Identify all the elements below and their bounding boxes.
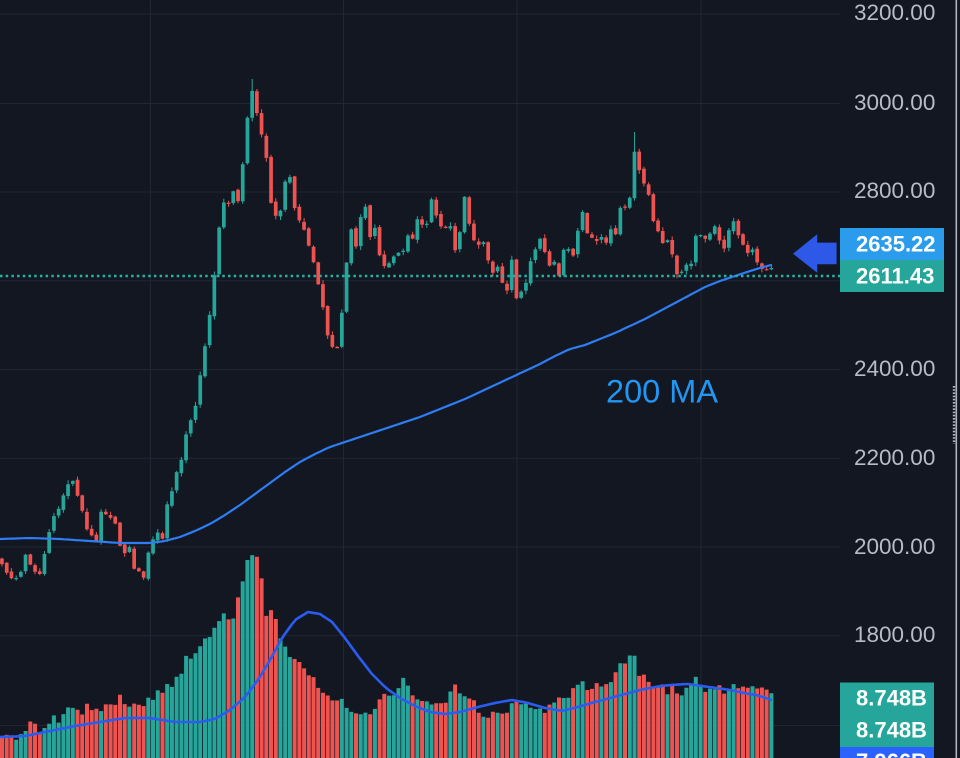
svg-text:2800.00: 2800.00 (854, 178, 935, 203)
svg-text:2635.22: 2635.22 (856, 232, 936, 257)
svg-text:1800.00: 1800.00 (854, 622, 935, 647)
svg-text:8.748B: 8.748B (856, 686, 927, 711)
svg-text:2611.43: 2611.43 (856, 264, 934, 289)
svg-text:2400.00: 2400.00 (854, 356, 935, 381)
svg-text:7.966B: 7.966B (856, 749, 927, 758)
svg-text:8.748B: 8.748B (856, 718, 927, 743)
svg-text:2200.00: 2200.00 (854, 445, 935, 470)
svg-text:3000.00: 3000.00 (854, 90, 935, 115)
svg-text:2000.00: 2000.00 (854, 534, 935, 559)
svg-text:200 MA: 200 MA (606, 374, 718, 410)
svg-text:3200.00: 3200.00 (854, 0, 935, 25)
